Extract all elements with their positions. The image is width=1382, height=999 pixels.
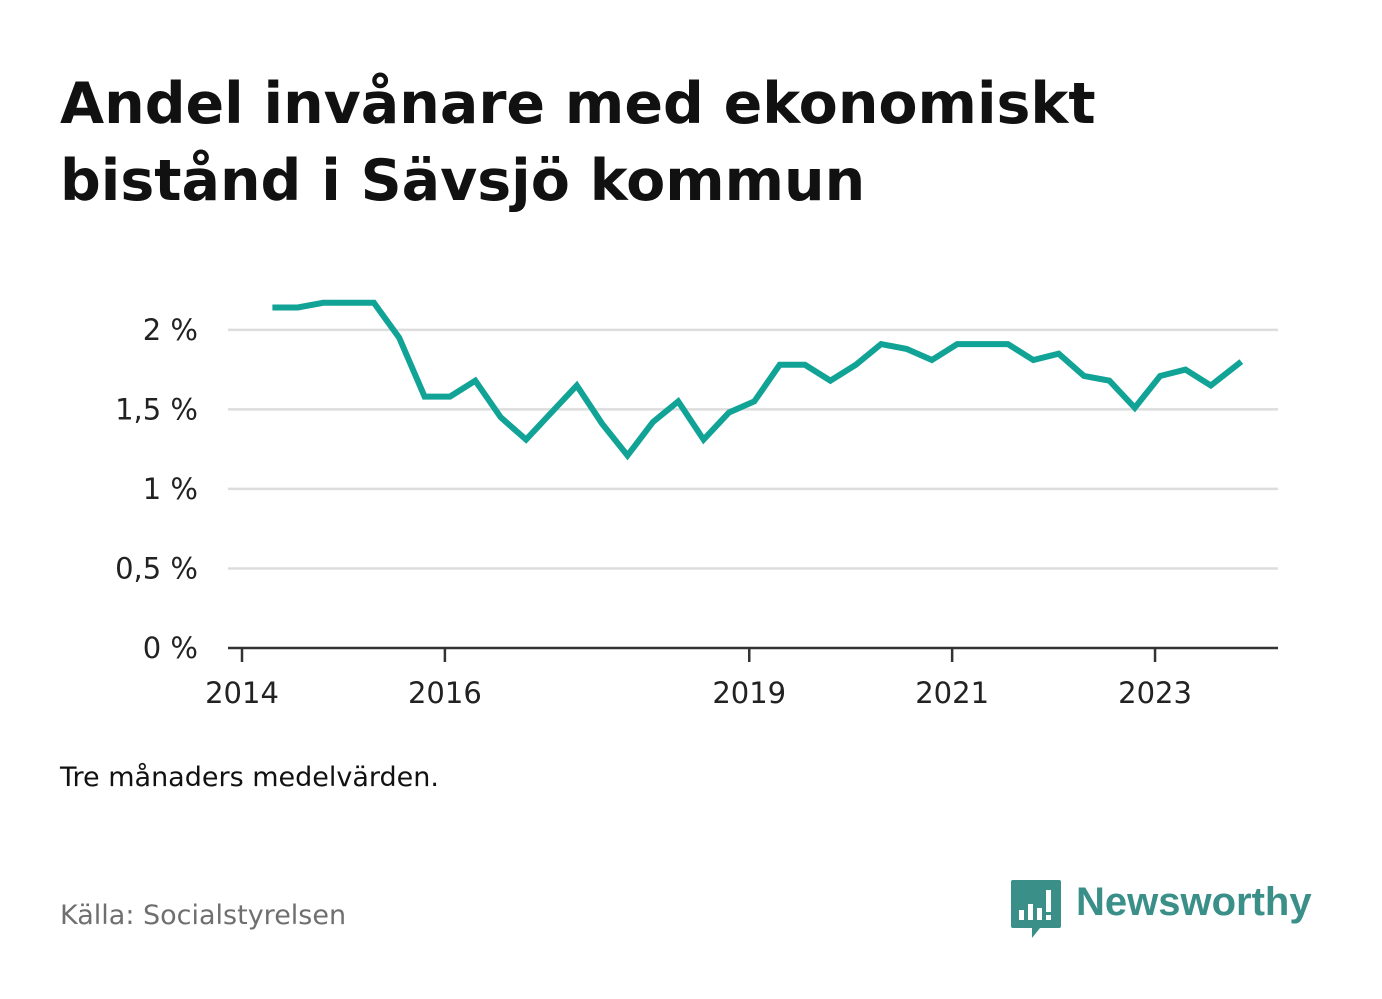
- x-tick-label: 2016: [408, 676, 482, 710]
- y-tick-label: 2 %: [143, 313, 198, 347]
- source-credit: Källa: Socialstyrelsen: [60, 900, 347, 931]
- x-tick-label: 2019: [712, 676, 786, 710]
- chart-note: Tre månaders medelvärden.: [60, 762, 439, 793]
- y-tick-label: 0 %: [143, 631, 198, 665]
- series-line: [272, 299, 1244, 461]
- x-tick-label: 2023: [1118, 676, 1192, 710]
- y-tick-label: 0,5 %: [115, 551, 198, 585]
- series-group: [272, 299, 1244, 461]
- bar-chart-icon: [1011, 880, 1061, 938]
- x-tick-label: 2021: [915, 676, 989, 710]
- y-tick-label: 1,5 %: [115, 392, 198, 426]
- y-axis-ticks: 0 % 0,5 % 1 % 1,5 % 2 %: [115, 313, 198, 665]
- brand-logo[interactable]: Newsworthy: [1010, 878, 1312, 942]
- y-tick-label: 1 %: [143, 472, 198, 506]
- grid-lines: [228, 328, 1278, 570]
- chart-title: Andel invånare med ekonomiskt bistånd i …: [60, 71, 1096, 214]
- x-axis-ticks: 2014 2016 2019 2021 2023: [205, 648, 1192, 710]
- x-tick-label: 2014: [205, 676, 279, 710]
- brand-name: Newsworthy: [1076, 880, 1312, 924]
